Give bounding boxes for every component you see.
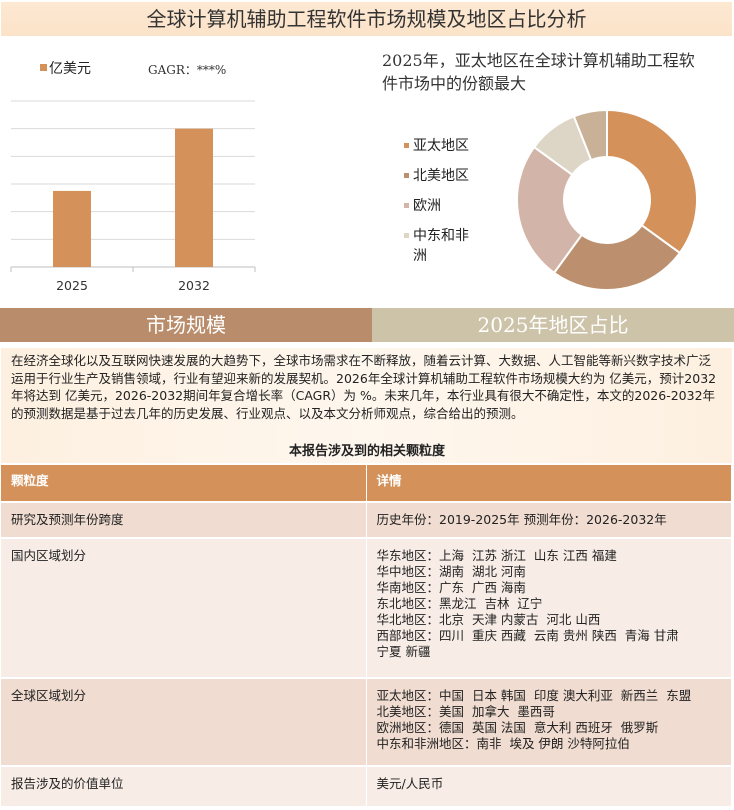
description-paragraph: 在经济全球化以及互联网快速发展的大趋势下，全球市场需求在不断释放，随着云计算、大…: [1, 348, 732, 463]
donut-title-line2: 件市场中的份额最大: [382, 74, 526, 93]
bar-2032: [175, 128, 213, 267]
legend-label: 亿美元: [49, 61, 91, 77]
tab-market-size[interactable]: 市场规模: [0, 308, 372, 342]
row-label: 报告涉及的价值单位: [1, 765, 367, 806]
table-row: 报告涉及的价值单位 美元/人民币: [1, 765, 732, 806]
detail-line: 华东地区：上海 江苏 浙江 山东 江西 福建: [376, 548, 617, 563]
legend-label-cont: 洲: [413, 248, 427, 264]
bar-2025: [53, 190, 91, 267]
page-title: 全球计算机辅助工程软件市场规模及地区占比分析: [1, 2, 732, 36]
bar-chart: GAGR：***% 2025 2032 亿美元: [10, 61, 256, 293]
donut-title-line1: 2025年，亚太地区在全球计算机辅助工程软: [382, 51, 695, 70]
detail-line: 西部地区：四川 重庆 西藏 云南 贵州 陕西 青海 甘肃: [376, 628, 679, 643]
tab-region-share[interactable]: 2025年地区占比: [372, 308, 734, 342]
table-row: 研究及预测年份跨度 历史年份：2019-2025年 预测年份：2026-2032年: [1, 501, 732, 538]
header-granularity: 颗粒度: [1, 463, 367, 502]
legend-label: 北美地区: [413, 168, 469, 184]
donut-slice: [572, 108, 608, 162]
row-details: 华东地区：上海 江苏 浙江 山东 江西 福建 华中地区：湖南 湖北 河南 华南地区：…: [366, 537, 732, 678]
row-label: 国内区域划分: [1, 537, 367, 678]
legend-swatch: [404, 143, 409, 148]
donut-slice-北美地区: [552, 223, 682, 291]
x-tick-label: 2025: [56, 278, 88, 293]
detail-line: 北美地区：美国 加拿大 墨西哥: [376, 704, 555, 719]
legend-swatch: [404, 203, 409, 208]
legend-swatch: [404, 233, 409, 238]
detail-line: 东北地区：黑龙江 吉林 辽宁: [376, 596, 543, 611]
row-label: 全球区域划分: [1, 677, 367, 766]
table-row: 国内区域划分 华东地区：上海 江苏 浙江 山东 江西 福建 华中地区：湖南 湖北 河…: [1, 537, 732, 678]
legend-swatch: [404, 173, 409, 178]
x-tick-label: 2032: [178, 278, 210, 293]
row-details: 亚太地区：中国 日本 韩国 印度 澳大利亚 新西兰 东盟 北美地区：美国 加拿大 …: [366, 677, 732, 766]
granularity-table: 颗粒度 详情 研究及预测年份跨度 历史年份：2019-2025年 预测年份：202…: [1, 463, 732, 806]
detail-line: 欧洲地区：德国 英国 法国 意大利 西班牙 俄罗斯: [376, 720, 659, 735]
row-details: 美元/人民币: [366, 765, 732, 806]
row-details: 历史年份：2019-2025年 预测年份：2026-2032年: [366, 501, 732, 538]
table-title: 本报告涉及到的相关颗粒度: [288, 444, 445, 459]
donut-slice-亚太地区: [606, 108, 698, 255]
donut-slice-欧洲: [516, 145, 584, 275]
table-row: 全球区域划分 亚太地区：中国 日本 韩国 印度 澳大利亚 新西兰 东盟 北美地区：美…: [1, 677, 732, 766]
detail-line: 亚太地区：中国 日本 韩国 印度 澳大利亚 新西兰 东盟: [376, 688, 692, 703]
detail-line: 华北地区：北京 天津 内蒙古 河北 山西: [376, 612, 601, 627]
detail-line: 宁夏 新疆: [376, 644, 431, 659]
section-tabs: 市场规模 2025年地区占比: [0, 308, 734, 342]
header-details: 详情: [366, 463, 732, 502]
detail-line: 美元/人民币: [376, 776, 444, 791]
detail-line: 华南地区：广东 广西 海南: [376, 580, 526, 595]
donut-chart: 2025年，亚太地区在全球计算机辅助工程软件市场中的份额最大亚太地区北美地区欧洲…: [382, 51, 698, 291]
charts-area: GAGR：***% 2025 2032 亿美元 2025年，亚太地区在全球计算机辅助…: [10, 51, 698, 293]
table-header-row: 颗粒度 详情: [1, 463, 732, 502]
detail-line: 华中地区：湖南 湖北 河南: [376, 564, 526, 579]
legend-swatch: [40, 64, 47, 71]
detail-line: 中东和非洲地区：南非 埃及 伊朗 沙特阿拉伯: [376, 736, 630, 751]
legend-label: 中东和非: [413, 228, 469, 244]
legend-label: 欧洲: [413, 198, 441, 214]
legend-label: 亚太地区: [413, 138, 469, 154]
detail-line: 历史年份：2019-2025年 预测年份：2026-2032年: [376, 512, 667, 527]
cagr-annotation: GAGR：***%: [148, 63, 226, 77]
row-label: 研究及预测年份跨度: [1, 501, 367, 538]
